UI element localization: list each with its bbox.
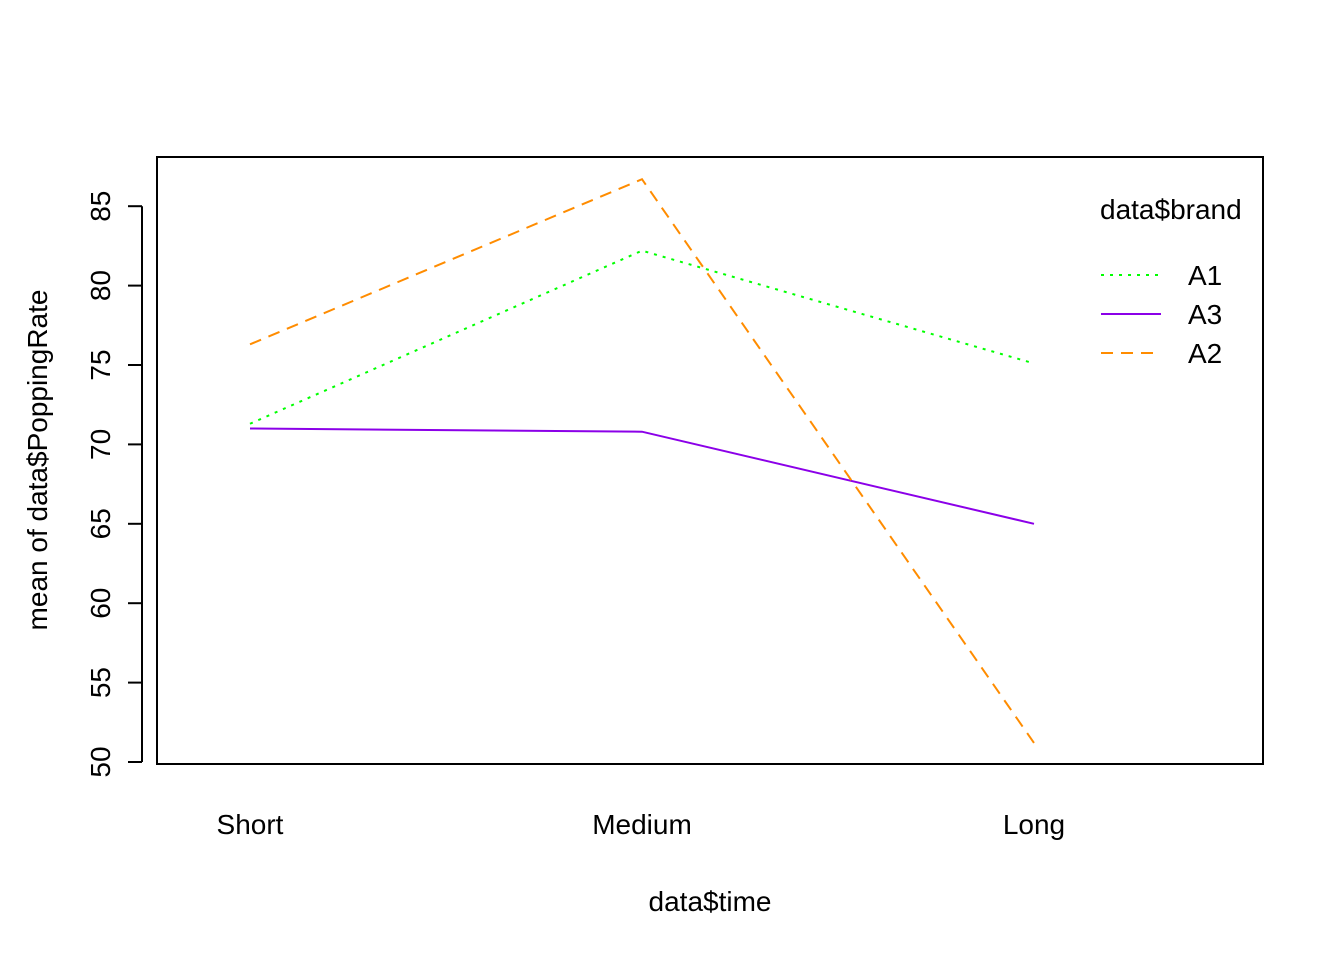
series-layer	[249, 177, 1035, 744]
y-tick-label: 65	[85, 508, 116, 539]
x-tick-label: Short	[217, 809, 284, 840]
legend-title: data$brand	[1100, 194, 1242, 225]
series-line-a1	[249, 249, 1035, 425]
x-tick-label: Medium	[592, 809, 692, 840]
y-tick-label: 75	[85, 349, 116, 380]
x-axis: Short Medium Long	[217, 809, 1066, 840]
plot-frame	[156, 156, 1264, 765]
y-tick-label: 60	[85, 588, 116, 619]
y-axis: 50 55 60 65 70 75 80 85	[85, 191, 143, 778]
y-tick-label: 85	[85, 191, 116, 222]
y-tick-label: 55	[85, 667, 116, 698]
series-line-a2	[249, 177, 1035, 744]
x-axis-label: data$time	[649, 886, 772, 917]
legend-label: A3	[1188, 299, 1222, 330]
x-tick-label: Long	[1003, 809, 1065, 840]
y-axis-label: mean of data$PoppingRate	[22, 290, 53, 631]
legend-label: A1	[1188, 260, 1222, 291]
y-tick-label: 70	[85, 429, 116, 460]
legend-label: A2	[1188, 338, 1222, 369]
series-line-a3	[249, 427, 1035, 525]
y-tick-label: 50	[85, 746, 116, 777]
legend: data$brand A1 A3 A2	[1100, 194, 1242, 369]
y-tick-label: 80	[85, 270, 116, 301]
